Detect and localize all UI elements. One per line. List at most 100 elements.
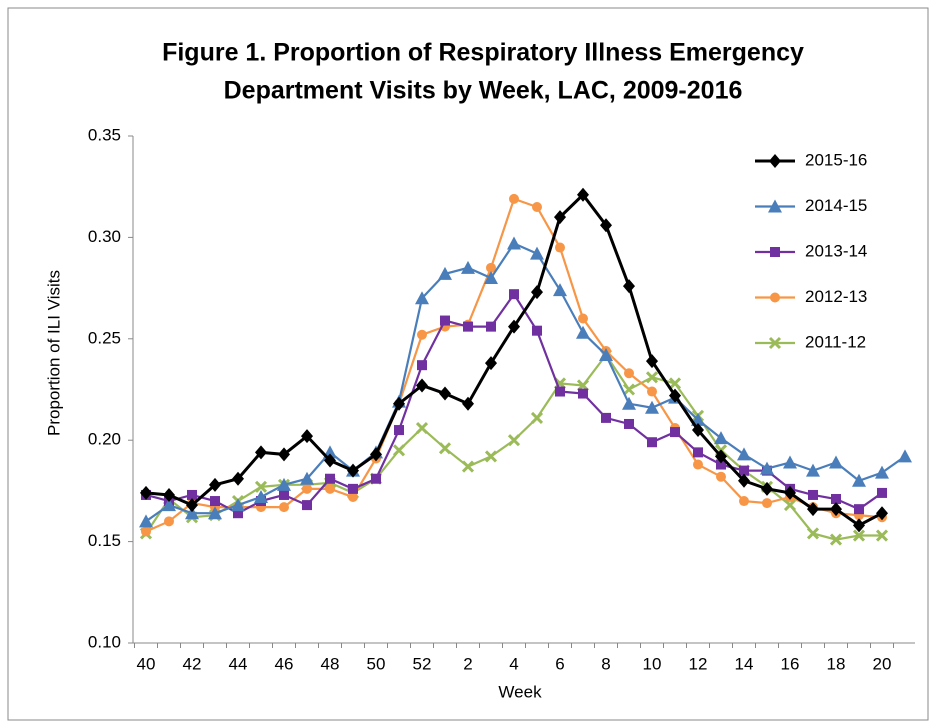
- data-point: [624, 418, 634, 429]
- data-point: [440, 315, 450, 326]
- data-point: [439, 386, 451, 401]
- data-point: [416, 378, 428, 393]
- data-point: [875, 465, 889, 479]
- x-tick-label: 46: [275, 654, 294, 673]
- data-point: [693, 447, 703, 458]
- chart-title: Department Visits by Week, LAC, 2009-201…: [224, 77, 743, 105]
- data-point: [348, 483, 358, 494]
- data-point: [623, 279, 635, 294]
- series-line: [145, 242, 906, 523]
- legend-label: 2015-16: [805, 150, 867, 169]
- data-point: [806, 527, 820, 540]
- data-point: [508, 319, 520, 334]
- data-point: [898, 449, 912, 463]
- x-tick-label: 42: [183, 654, 202, 673]
- data-point: [254, 480, 268, 493]
- chart-frame: [7, 7, 929, 721]
- data-point: [532, 201, 542, 212]
- data-point: [877, 487, 887, 498]
- data-point: [415, 421, 429, 435]
- data-point: [185, 506, 199, 520]
- data-point: [461, 260, 475, 274]
- y-tick-label: 0.35: [88, 125, 121, 144]
- data-point: [486, 262, 496, 273]
- x-tick-label: 52: [413, 654, 432, 673]
- data-point: [532, 325, 542, 336]
- x-tick-label: 20: [873, 654, 892, 673]
- data-point: [140, 485, 152, 500]
- data-point: [417, 360, 427, 371]
- data-point: [876, 506, 888, 521]
- data-point: [647, 386, 657, 397]
- data-point: [578, 388, 588, 399]
- x-tick-label: 6: [555, 654, 564, 673]
- data-point: [393, 396, 405, 411]
- data-point: [324, 453, 336, 468]
- data-point: [601, 412, 611, 423]
- data-point: [277, 477, 291, 491]
- data-point: [808, 489, 818, 500]
- data-point: [578, 313, 588, 324]
- data-point: [279, 502, 289, 513]
- data-point: [461, 460, 475, 473]
- data-point: [554, 210, 566, 225]
- y-tick-label: 0.15: [88, 531, 121, 550]
- data-point: [301, 429, 313, 444]
- data-point: [760, 461, 774, 475]
- data-point: [668, 377, 682, 390]
- data-point: [807, 502, 819, 517]
- data-point: [254, 489, 268, 503]
- x-tick-label: 16: [781, 654, 800, 673]
- legend-label: 2011-12: [805, 332, 866, 351]
- chart-title: Figure 1. Proportion of Respiratory Illn…: [162, 39, 804, 67]
- data-point: [509, 193, 519, 204]
- data-point: [831, 494, 841, 505]
- data-point: [231, 498, 245, 512]
- data-point: [485, 356, 497, 371]
- legend-label: 2013-14: [805, 241, 867, 260]
- y-tick-label: 0.10: [88, 632, 121, 651]
- data-point: [325, 483, 335, 494]
- data-point: [854, 504, 864, 515]
- data-point: [531, 285, 543, 300]
- data-point: [486, 321, 496, 332]
- x-tick-label: 12: [689, 654, 708, 673]
- data-point: [300, 471, 314, 485]
- data-point: [829, 455, 843, 469]
- data-point: [164, 516, 174, 527]
- data-point: [670, 427, 680, 438]
- x-tick-label: 10: [643, 654, 662, 673]
- x-tick-label: 40: [137, 654, 156, 673]
- data-point: [576, 325, 590, 339]
- data-point: [762, 498, 772, 509]
- data-point: [646, 354, 658, 369]
- data-point: [394, 425, 404, 436]
- data-point: [462, 396, 474, 411]
- data-point: [853, 518, 865, 533]
- x-tick-label: 18: [827, 654, 846, 673]
- data-point: [163, 487, 175, 502]
- data-point: [347, 463, 359, 478]
- data-point: [232, 471, 244, 486]
- data-point: [784, 485, 796, 500]
- data-point: [302, 483, 312, 494]
- data-point: [716, 471, 726, 482]
- data-point: [693, 459, 703, 470]
- data-point: [645, 371, 659, 384]
- data-point: [599, 348, 613, 362]
- data-point: [692, 423, 704, 438]
- legend-marker: [768, 199, 782, 213]
- data-point: [302, 500, 312, 511]
- data-point: [415, 291, 429, 305]
- data-point: [738, 473, 750, 488]
- x-tick-label: 4: [509, 654, 518, 673]
- data-point: [555, 386, 565, 397]
- data-point: [761, 481, 773, 496]
- data-point: [669, 388, 681, 403]
- data-point: [852, 529, 866, 542]
- data-point: [233, 508, 243, 519]
- data-point: [530, 411, 544, 424]
- data-point: [417, 329, 427, 340]
- data-point: [716, 459, 726, 470]
